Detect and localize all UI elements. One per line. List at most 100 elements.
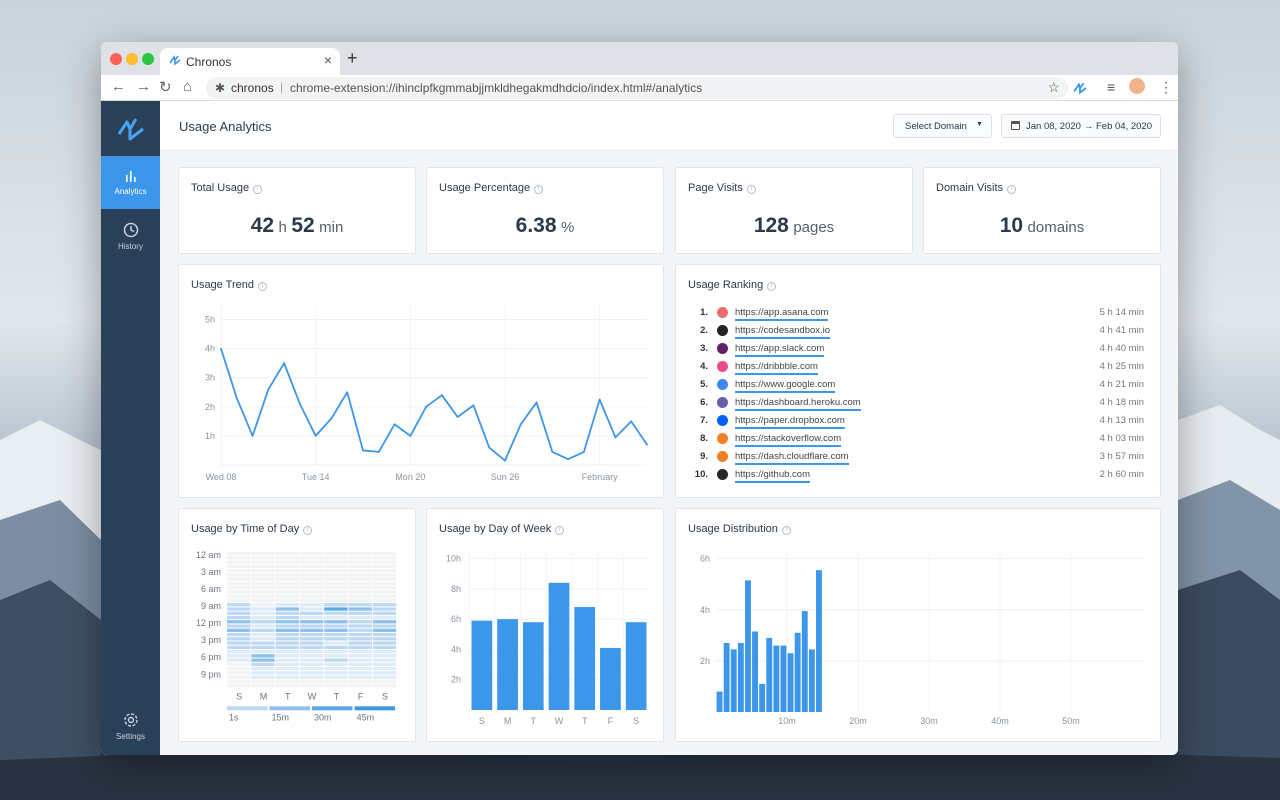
heatmap-cell (372, 594, 397, 598)
page-header: Usage Analytics Select Domain ▼ Jan 08, … (160, 101, 1178, 151)
heatmap-cell (372, 632, 397, 637)
heatmap-cell (275, 586, 299, 590)
ranking-row[interactable]: 10. https://github.com 2 h 60 min (676, 469, 1162, 487)
heatmap-cell (324, 632, 348, 637)
heatmap-cell (324, 649, 348, 654)
x-tick-label: 40m (991, 716, 1009, 726)
heatmap-cell (324, 624, 348, 628)
zoom-window-icon[interactable] (142, 53, 154, 65)
info-icon[interactable]: i (257, 282, 267, 291)
ranking-url-link[interactable]: https://dribbble.com (735, 361, 818, 375)
ranking-row[interactable]: 8. https://stackoverflow.com 4 h 03 min (676, 433, 1162, 451)
ranking-url-link[interactable]: https://www.google.com (735, 379, 836, 393)
heatmap-cell (372, 667, 397, 671)
ranking-url-link[interactable]: https://stackoverflow.com (735, 433, 842, 447)
day-bar (574, 607, 596, 710)
ranking-url-link[interactable]: https://dash.cloudflare.com (735, 451, 849, 465)
bookmark-star-icon[interactable]: ☆ (1047, 79, 1060, 95)
usage-by-time-of-day-card: Usage by Time of Day i 12 am 3 am 6 am 9 am 1… (178, 508, 416, 742)
trend-point (314, 435, 317, 437)
tab-close-icon[interactable]: × (323, 52, 332, 68)
distribution-bar (766, 637, 773, 712)
usage-percentage-value: 6.38 % (515, 214, 575, 237)
trend-point (519, 423, 522, 426)
heatmap-cell (227, 564, 251, 569)
heatmap-cell (251, 679, 275, 684)
sidebar-item-analytics[interactable]: Analytics (101, 156, 160, 209)
address-bar[interactable]: ✱ chronos | chrome-extension://ihinclpfk… (206, 77, 1068, 99)
ranking-row[interactable]: 1. https://app.asana.com 5 h 14 min (676, 307, 1162, 325)
reading-list-icon[interactable]: ≡ (1107, 79, 1116, 95)
ranking-row[interactable]: 3. https://app.slack.com 4 h 40 min (676, 343, 1162, 361)
ranking-url-link[interactable]: https://app.asana.com (735, 307, 829, 321)
ranking-url-link[interactable]: https://paper.dropbox.com (735, 415, 845, 429)
browser-tab[interactable]: Chronos × (160, 48, 340, 75)
heatmap-cell (227, 620, 251, 624)
heatmap-cell (324, 654, 348, 658)
ranking-row[interactable]: 7. https://paper.dropbox.com 4 h 13 min (676, 415, 1162, 433)
back-icon[interactable]: ← (111, 78, 126, 95)
ranking-url-link[interactable]: https://app.slack.com (735, 343, 825, 357)
ranking-row[interactable]: 2. https://codesandbox.io 4 h 41 min (676, 325, 1162, 343)
ranking-row[interactable]: 9. https://dash.cloudflare.com 3 h 57 min (676, 451, 1162, 469)
heatmap-cell (275, 615, 299, 620)
minimize-window-icon[interactable] (126, 53, 138, 65)
site-favicon-icon (717, 325, 728, 336)
address-separator: | (280, 80, 284, 94)
heatmap-cell (348, 590, 372, 594)
heatmap-cell (348, 624, 372, 628)
usage-by-day-of-week-card: Usage by Day of Week i 2h 4h 6h 8h 10h S M T W T F S (426, 508, 664, 742)
heatmap-cell (324, 594, 348, 598)
row-label: 12 am (196, 550, 221, 560)
forward-icon[interactable]: → (136, 78, 151, 95)
heatmap-cell (251, 684, 275, 688)
info-icon[interactable]: i (253, 185, 263, 194)
heatmap-cell (299, 637, 324, 641)
ranking-row[interactable]: 6. https://dashboard.heroku.com 4 h 18 min (676, 397, 1162, 415)
sidebar-item-settings[interactable]: Settings (101, 702, 160, 755)
y-tick-label: 6h (700, 554, 710, 564)
new-tab-button[interactable]: + (347, 48, 358, 68)
info-icon[interactable]: i (767, 282, 777, 291)
heatmap-cell (251, 560, 275, 564)
heatmap-cell (227, 632, 251, 637)
ranking-url-link[interactable]: https://dashboard.heroku.com (735, 397, 861, 411)
sidebar-item-history[interactable]: History (101, 209, 160, 262)
ranking-row[interactable]: 5. https://www.google.com 4 h 21 min (676, 379, 1162, 397)
info-icon[interactable]: i (555, 526, 565, 535)
distribution-bar (716, 691, 723, 712)
menu-kebab-icon[interactable]: ⋮ (1159, 79, 1173, 95)
heatmap-cell (299, 577, 324, 581)
chronos-extension-icon[interactable] (1073, 81, 1087, 95)
trend-point (393, 423, 396, 426)
info-icon[interactable]: i (534, 185, 544, 194)
heatmap-cell (299, 628, 324, 632)
ranking-url-link[interactable]: https://github.com (735, 469, 810, 483)
usage-percentage-card: Usage Percentage i 6.38 % (426, 167, 664, 254)
heatmap-cell (227, 649, 251, 654)
heatmap-cell (227, 628, 251, 632)
ranking-time: 4 h 40 min (1099, 343, 1144, 354)
heatmap-cell (251, 569, 275, 573)
info-icon[interactable]: i (746, 185, 756, 194)
heatmap-cell (227, 556, 251, 560)
heatmap-cell (324, 603, 348, 607)
info-icon[interactable]: i (781, 526, 791, 535)
clock-icon (123, 222, 138, 238)
date-range-picker[interactable]: Jan 08, 2020 → Feb 04, 2020 (1001, 114, 1161, 138)
close-window-icon[interactable] (110, 53, 122, 65)
heatmap-cell (348, 662, 372, 667)
info-icon[interactable]: i (1007, 185, 1017, 194)
select-domain-dropdown[interactable]: Select Domain ▼ (893, 114, 992, 138)
profile-avatar-icon[interactable] (1129, 78, 1145, 94)
ranking-url-link[interactable]: https://codesandbox.io (735, 325, 831, 339)
ranking-row[interactable]: 4. https://dribbble.com 4 h 25 min (676, 361, 1162, 379)
heatmap-cell (299, 573, 324, 577)
heatmap-cell (275, 573, 299, 577)
reload-icon[interactable]: ↻ (159, 79, 172, 96)
home-icon[interactable]: ⌂ (183, 78, 193, 95)
heatmap-cell (299, 594, 324, 598)
trend-point (488, 446, 491, 449)
info-icon[interactable]: i (303, 526, 313, 535)
heatmap-cell (251, 586, 275, 590)
